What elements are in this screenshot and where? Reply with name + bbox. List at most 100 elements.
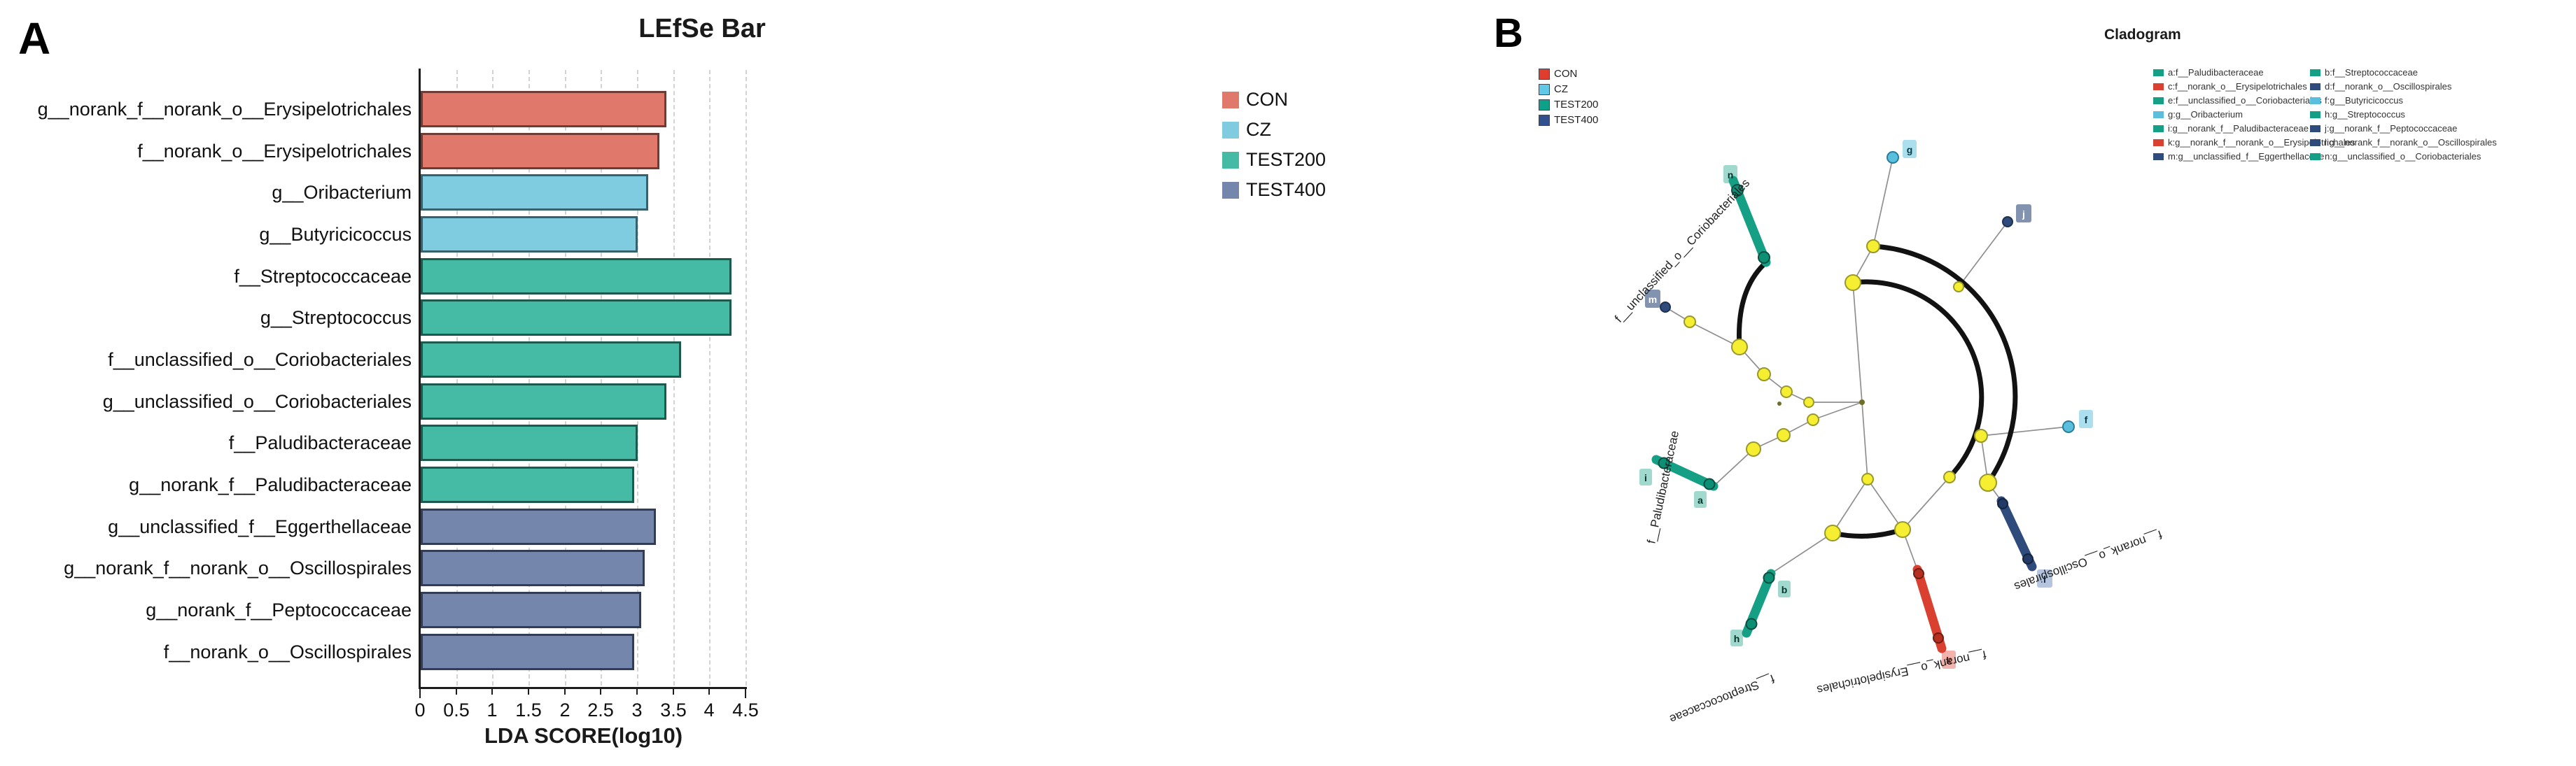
taxa-sep: :: [2330, 150, 2332, 162]
gridline: [565, 70, 566, 686]
taxa-label: f__norank_o__Erysipelotrichales: [2175, 80, 2307, 92]
category-label: f__unclassified_o__Coriobacteriales: [108, 349, 412, 370]
taxa-legend-entry: c : f__norank_o__Erysipelotrichales: [2153, 79, 2307, 93]
letter-markers: n m g j f l k h b a i: [1639, 140, 2093, 669]
legend-item-con: CON: [1222, 89, 1288, 110]
taxa-label: g__norank_f__norank_o__Oscillospirales: [2329, 136, 2497, 148]
taxa-legend-entry: a : f__Paludibacteraceae: [2153, 65, 2264, 79]
x-tick-label: 4: [704, 700, 715, 721]
gridline: [601, 70, 602, 686]
bar: [421, 258, 732, 295]
category-label: g__Streptococcus: [260, 307, 412, 328]
root-node: [1859, 399, 1865, 405]
taxa-label: g__Streptococcus: [2332, 108, 2405, 120]
node-h: [1745, 618, 1758, 630]
taxa-sep: :: [2326, 122, 2330, 134]
taxa-legend-entry: m : g__unclassified_f__Eggerthellaceae: [2153, 149, 2324, 163]
x-tick: [673, 688, 674, 695]
taxa-swatch: [2153, 83, 2164, 90]
taxa-sep: :: [2326, 136, 2330, 148]
taxa-label: f__unclassified_o__Coriobacteriales: [2175, 94, 2322, 106]
bar: [421, 467, 634, 503]
bar: [421, 341, 681, 378]
taxa-label: f__norank_o__Oscillospirales: [2332, 80, 2452, 92]
node-k: [1933, 632, 1944, 644]
category-label: g__Oribacterium: [272, 182, 412, 203]
bar: [421, 592, 642, 628]
legend-item-test400: TEST400: [1222, 179, 1326, 200]
x-tick-label: 3: [631, 700, 643, 721]
taxa-label: g__unclassified_f__Eggerthellaceae: [2178, 150, 2325, 162]
x-tick: [745, 688, 746, 698]
branch-label-coriobacteriales: f__unclassified_o__Coriobacteriales: [1612, 176, 1752, 325]
clad-group-swatch-test400: [1539, 114, 1550, 126]
bar: [421, 425, 638, 461]
clad-group-swatch-con: [1539, 68, 1550, 80]
bar: [421, 133, 659, 169]
letter-f: f: [2085, 414, 2088, 425]
letter-a: a: [1698, 495, 1703, 506]
taxa-sep: :: [2172, 136, 2176, 148]
category-label: g__norank_f__Paludibacteraceae: [129, 474, 412, 495]
taxa-sep: :: [2330, 66, 2332, 78]
x-tick-label: 2.5: [587, 700, 614, 721]
taxa-sep: :: [2175, 150, 2178, 162]
letter-l: l: [2043, 574, 2046, 585]
node-j: [2002, 216, 2013, 227]
bar: [421, 216, 638, 253]
branch-label-erysipelotrichales: f__norank_o__Erysipelotrichales: [1816, 648, 1987, 697]
legend-swatch-con: [1222, 91, 1239, 108]
legend-item-test200: TEST200: [1222, 149, 1326, 170]
taxa-sep: :: [2330, 108, 2332, 120]
chart-title: LEfSe Bar: [638, 14, 766, 43]
panel-b-letter: B: [1494, 10, 1523, 56]
clad-group-label: TEST200: [1554, 99, 1599, 111]
gridline: [492, 70, 493, 686]
x-tick: [564, 688, 566, 695]
taxa-sep: :: [2172, 80, 2176, 92]
branch-label-streptococcaceae: f__Streptococcaceae: [1667, 672, 1776, 725]
gridline: [746, 70, 747, 686]
taxa-swatch: [2310, 83, 2320, 90]
taxa-swatch: [2153, 97, 2164, 104]
taxa-key: g: [2168, 108, 2174, 120]
clad-group-con: CON: [1539, 68, 1577, 80]
node-d: [1997, 498, 2008, 509]
legend-item-cz: CZ: [1222, 119, 1271, 140]
legend-swatch-test200: [1222, 151, 1239, 169]
taxa-legend-entry: e : f__unclassified_o__Coriobacteriales: [2153, 93, 2322, 107]
taxa-key: e: [2168, 94, 2174, 106]
taxa-legend-entry: f : g__Butyricicoccus: [2310, 93, 2403, 107]
taxa-key: d: [2325, 80, 2330, 92]
category-label: f__Paludibacteraceae: [228, 432, 412, 453]
taxa-sep: :: [2169, 122, 2173, 134]
x-tick: [419, 688, 421, 698]
gridline: [673, 70, 675, 686]
category-label: g__norank_f__Peptococcaceae: [146, 600, 412, 620]
taxa-swatch: [2153, 139, 2164, 146]
taxa-key: k: [2168, 136, 2173, 148]
x-tick: [456, 688, 457, 695]
legend-label: TEST200: [1246, 149, 1326, 170]
taxa-legend-entry: d : f__norank_o__Oscillospirales: [2310, 79, 2451, 93]
category-label: g__Butyricicoccus: [259, 224, 412, 245]
taxa-label: g__unclassified_o__Coriobacteriales: [2332, 150, 2482, 162]
legend-swatch-cz: [1222, 121, 1239, 139]
gridline: [528, 70, 530, 686]
x-tick-label: 0: [414, 700, 426, 721]
taxa-legend-entry: j : g__norank_f__Peptococcaceae: [2310, 121, 2457, 135]
taxa-legend-entry: l : g__norank_f__norank_o__Oscillospiral…: [2310, 135, 2497, 149]
taxa-legend-entry: n : g__unclassified_o__Coriobacteriales: [2310, 149, 2481, 163]
taxa-key: m: [2168, 150, 2176, 162]
branch-nodes: [1658, 151, 2075, 644]
letter-i: i: [1644, 472, 1647, 483]
taxa-key: j: [2325, 122, 2327, 134]
bar: [421, 91, 667, 127]
node-b: [1763, 572, 1775, 584]
x-tick: [600, 688, 601, 695]
node-i: [1658, 457, 1670, 469]
letter-j: j: [2022, 208, 2025, 220]
taxa-label: g__Oribacterium: [2175, 108, 2243, 120]
